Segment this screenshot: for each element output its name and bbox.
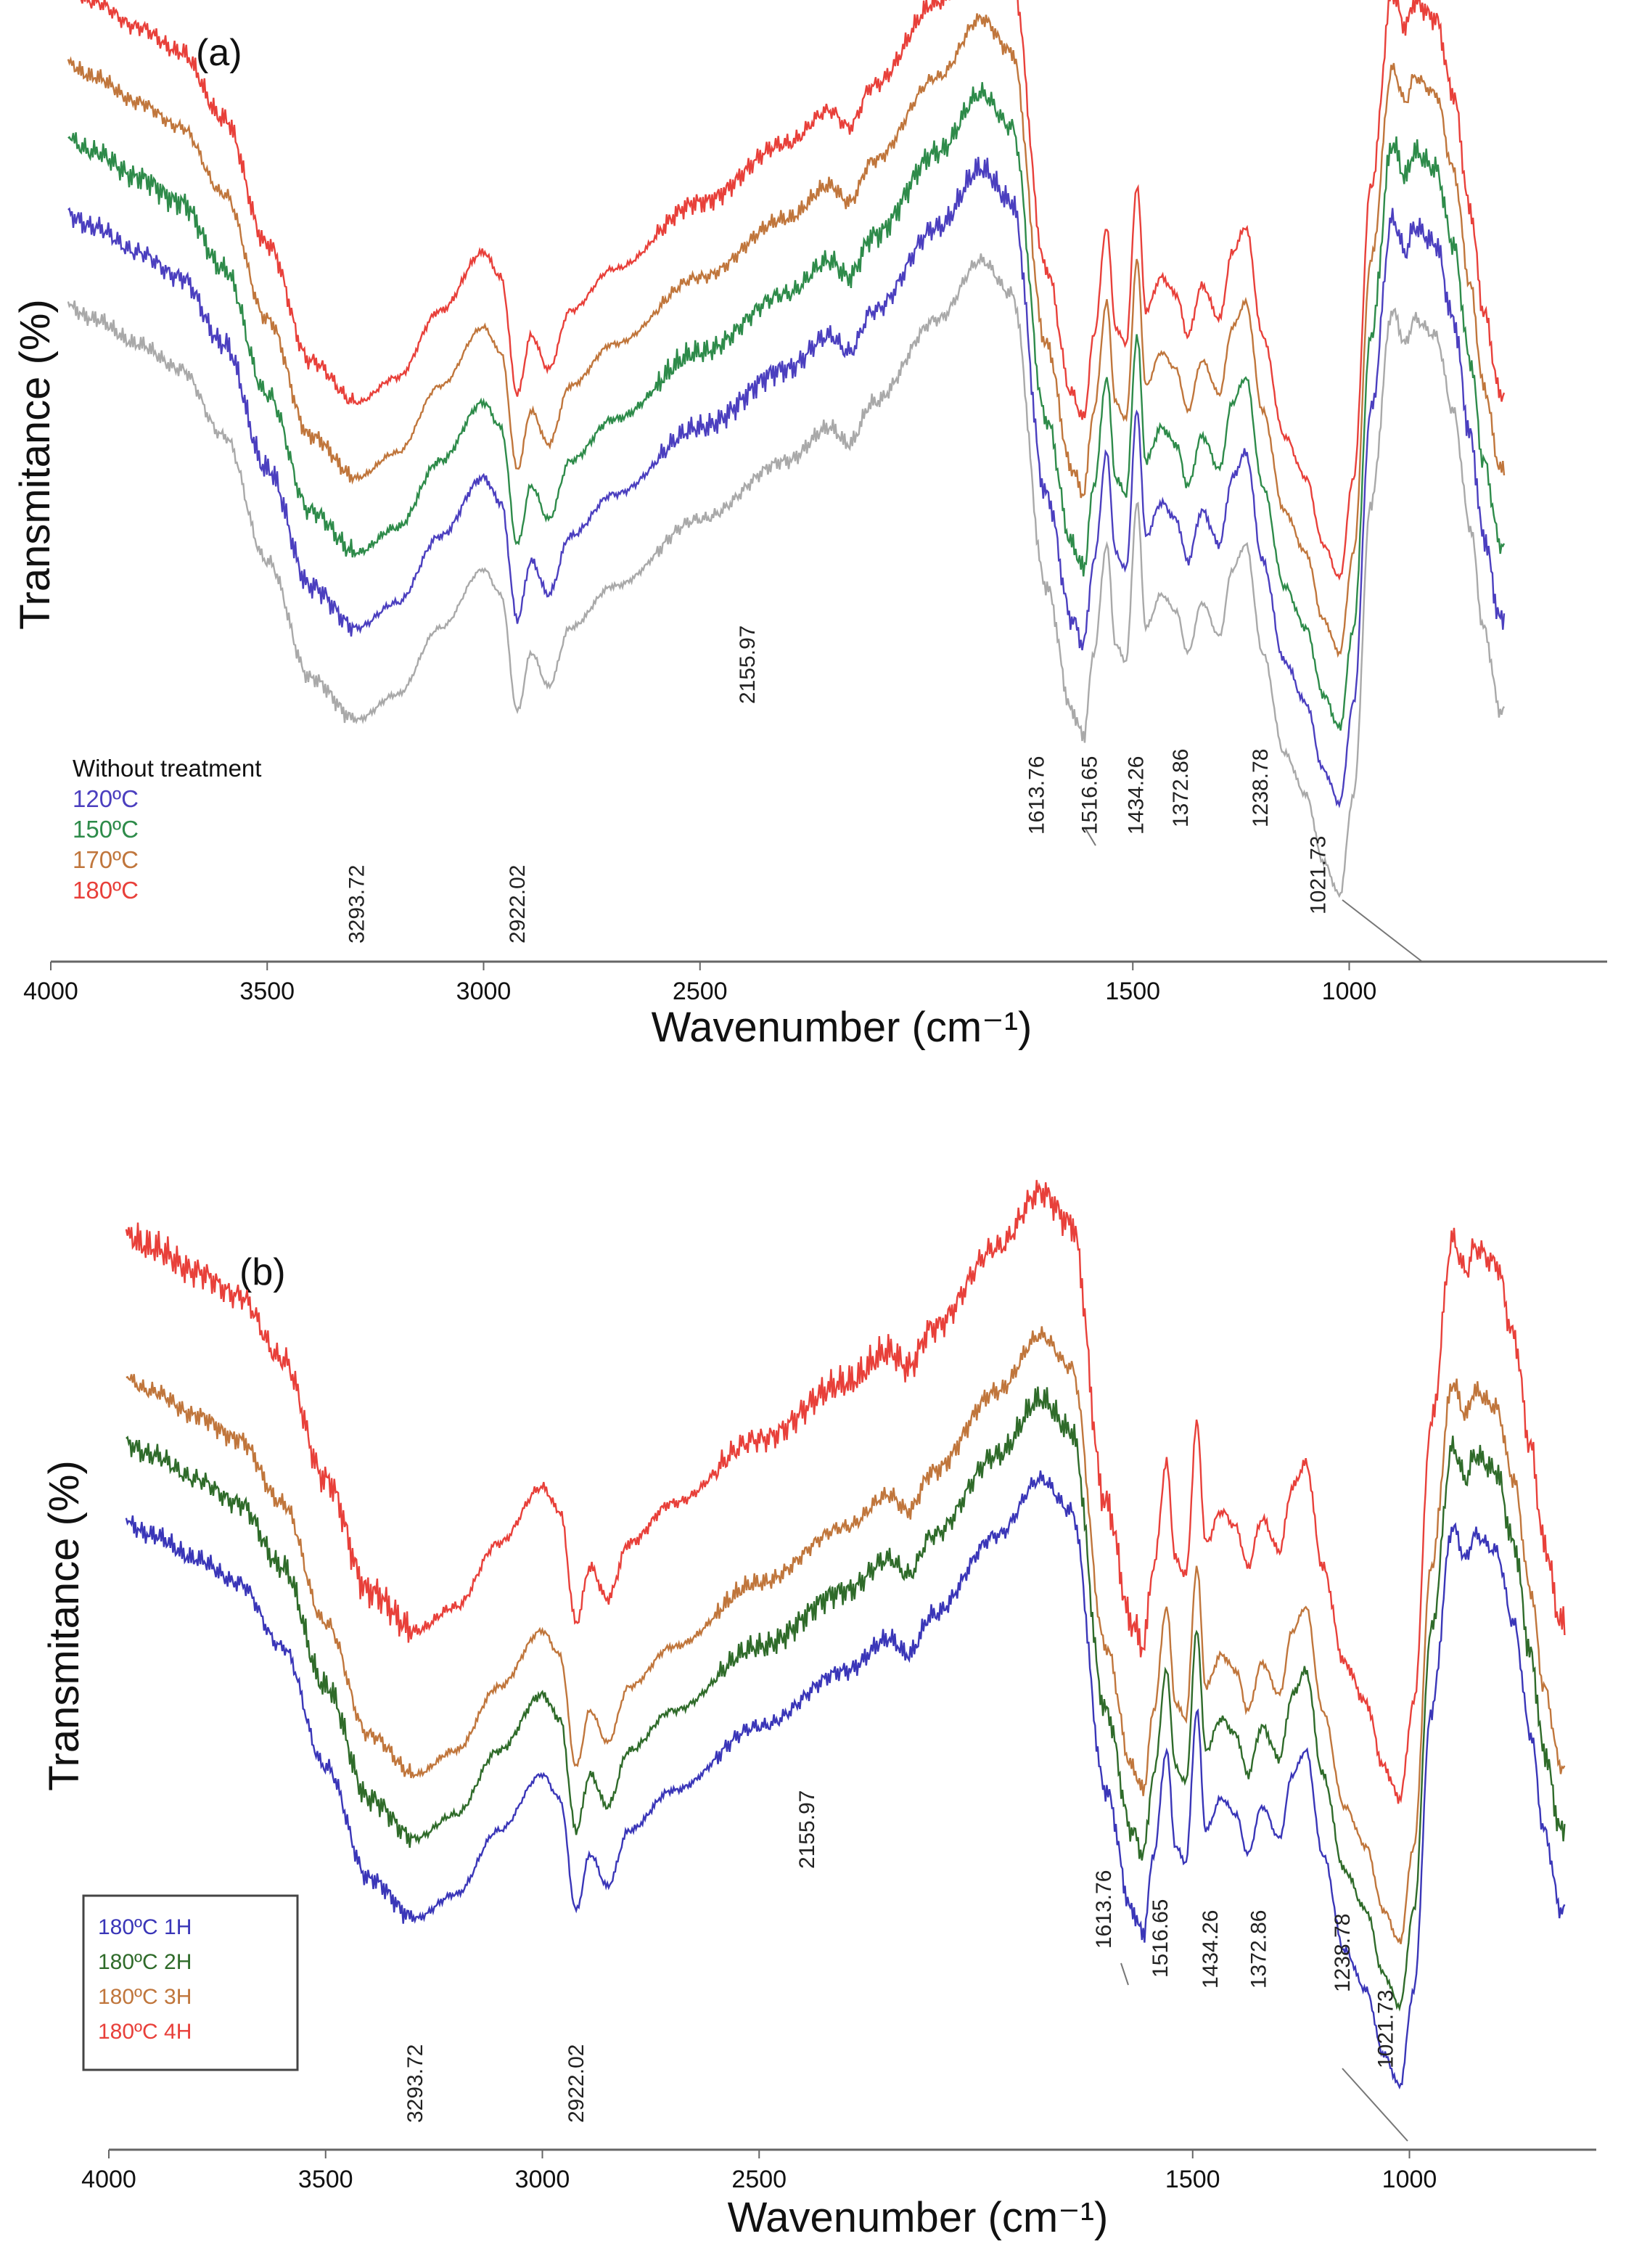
series-line-2 [67, 157, 1506, 808]
peak-label-9: 1021.73 [1307, 836, 1331, 914]
peak-label-7: 1372.86 [1247, 1910, 1271, 1989]
panel-b-peak-labels: 3293.72 2922.02 2155.97 1613.76 1516.65 1434.… [403, 1790, 1398, 2123]
peak-label-1: 3293.72 [403, 2044, 427, 2123]
x-tick-label-3: 3000 [456, 978, 512, 1005]
peak-label-8: 1238.78 [1331, 1914, 1355, 1992]
legend-item-2: 180ºC 2H [98, 1950, 192, 1974]
panel-a-leader-lines [1084, 827, 1423, 962]
x-tick-label-5: 1500 [1165, 2166, 1220, 2193]
panel-b-label: (b) [239, 1251, 286, 1293]
x-tick-label-5: 1500 [1105, 978, 1160, 1005]
legend-item-3: 150ºC [73, 816, 139, 843]
panel-a-legend: Without treatment 120ºC 150ºC 170ºC 180ºC [73, 755, 261, 904]
series-line-3 [67, 82, 1506, 731]
panel-b-x-axis-title: Wavenumber (cm⁻¹) [728, 2194, 1109, 2241]
legend-item-4: 170ºC [73, 846, 139, 873]
x-tick-label-6: 1000 [1322, 978, 1377, 1005]
legend-item-3: 180ºC 3H [98, 1985, 192, 2009]
x-tick-label-2: 3500 [239, 978, 295, 1005]
x-tick-label-6: 1000 [1382, 2166, 1437, 2193]
series-line-4 [67, 13, 1506, 658]
x-tick-label-2: 3500 [298, 2166, 353, 2193]
peak-label-6: 1434.26 [1199, 1910, 1223, 1989]
panel-a-label: (a) [196, 32, 242, 74]
panel-a-x-axis-title: Wavenumber (cm⁻¹) [652, 1004, 1032, 1051]
leader-line-1 [1120, 1962, 1129, 1986]
legend-item-1: Without treatment [73, 755, 261, 782]
legend-item-2: 120ºC [73, 785, 139, 812]
peak-label-8: 1238.78 [1249, 749, 1273, 827]
x-tick-label-1: 4000 [81, 2166, 136, 2193]
x-tick-label-1: 4000 [23, 978, 78, 1005]
series-line-1 [67, 253, 1506, 898]
panel-b-leader-lines [1120, 1962, 1408, 2142]
panel-a-series [67, 0, 1506, 898]
x-tick-label-4: 2500 [673, 978, 728, 1005]
series-line-1 [125, 1470, 1566, 2090]
peak-label-3: 2155.97 [736, 626, 760, 704]
legend-item-5: 180ºC [73, 877, 139, 904]
panel-b-y-axis-title: Transmitance (%) [41, 1460, 88, 1791]
peak-label-6: 1434.26 [1125, 756, 1149, 835]
peak-label-4: 1613.76 [1092, 1870, 1116, 1949]
peak-label-2: 2922.02 [564, 2044, 588, 2123]
panel-a: (a) 3293.72 2922.02 2155.97 1613.76 1516.65 1… [12, 0, 1607, 1051]
leader-line-1 [1084, 827, 1096, 846]
peak-label-1: 3293.72 [345, 865, 369, 943]
leader-line-2 [1342, 899, 1423, 962]
peak-label-5: 1516.65 [1149, 1899, 1173, 1978]
peak-label-9: 1021.73 [1374, 1990, 1398, 2068]
panel-b: (b) 3293.72 2922.02 2155.97 1613.76 1516.65 1… [41, 1179, 1596, 2241]
x-tick-label-4: 2500 [731, 2166, 787, 2193]
series-line-3 [126, 1326, 1566, 1944]
peak-label-5: 1516.65 [1077, 756, 1101, 835]
peak-label-2: 2922.02 [506, 865, 530, 943]
peak-label-3: 2155.97 [795, 1790, 819, 1869]
panel-a-y-axis-title: Transmitance (%) [12, 299, 59, 630]
series-line-2 [126, 1386, 1566, 2012]
panel-b-legend-box [82, 1894, 299, 2071]
legend-item-4: 180ºC 4H [98, 2020, 192, 2044]
panel-a-peak-labels: 3293.72 2922.02 2155.97 1613.76 1516.65 1434.… [345, 626, 1330, 943]
leader-line-2 [1342, 2068, 1408, 2142]
panel-a-x-ticks: 4000 3500 3000 2500 1500 1000 [23, 962, 1376, 1005]
panel-b-legend: 180ºC 1H 180ºC 2H 180ºC 3H 180ºC 4H [98, 1915, 192, 2044]
legend-item-1: 180ºC 1H [98, 1915, 192, 1939]
peak-label-4: 1613.76 [1025, 756, 1048, 835]
x-tick-label-3: 3000 [515, 2166, 570, 2193]
series-line-4 [125, 1179, 1566, 1804]
peak-label-7: 1372.86 [1169, 749, 1193, 827]
panel-b-series [125, 1179, 1566, 2090]
panel-b-x-ticks: 4000 3500 3000 2500 1500 1000 [81, 2150, 1437, 2193]
series-line-5 [80, 0, 1506, 581]
